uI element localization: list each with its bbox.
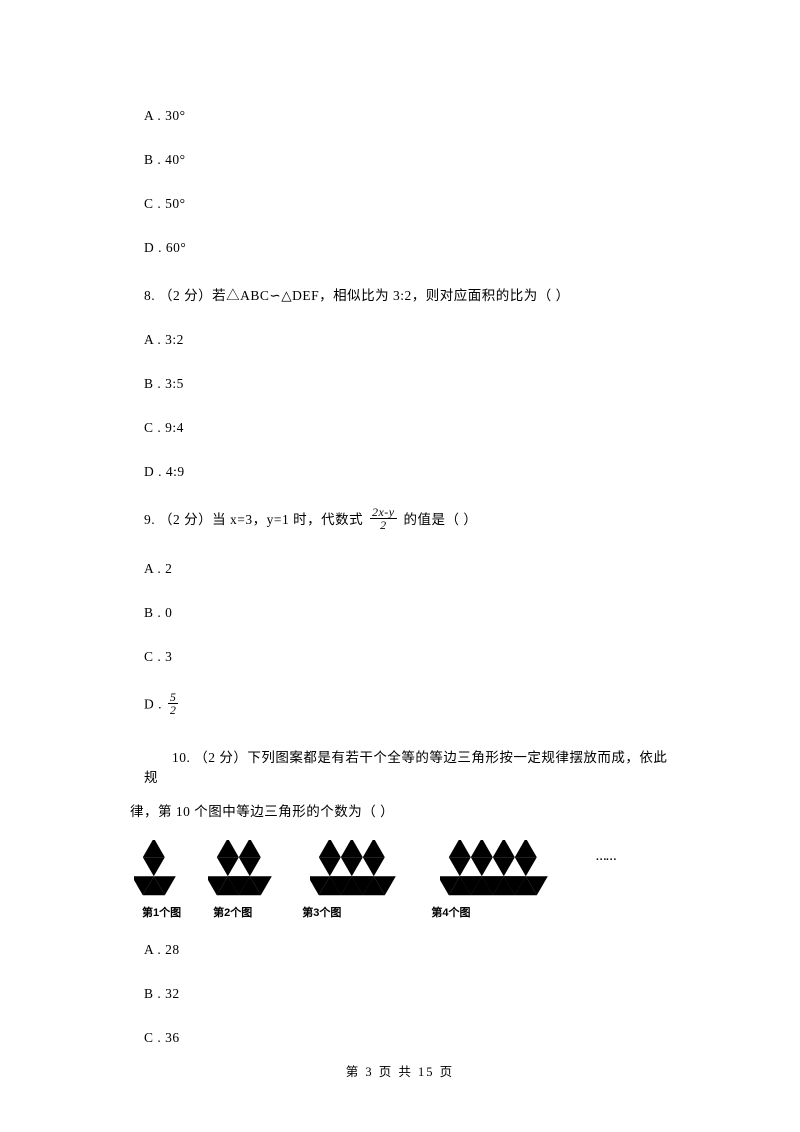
q8-option-c[interactable]: C . 9:4	[130, 420, 670, 436]
q10-option-c[interactable]: C . 36	[130, 1030, 670, 1046]
pattern-ellipsis: ……	[596, 851, 616, 887]
q10-figure: …… 第1个图 第2个图 第3个图 第4个图	[130, 840, 670, 919]
q9-option-a[interactable]: A . 2	[130, 561, 670, 577]
pattern-4-svg	[440, 840, 560, 897]
pattern-block-2	[208, 840, 284, 897]
q10-text-line2: 律，第 10 个图中等边三角形的个数为（ ）	[130, 800, 670, 820]
pattern-caption-2: 第2个图	[213, 904, 252, 920]
pattern-1-svg	[134, 840, 188, 897]
page-footer: 第 3 页 共 15 页	[0, 1061, 800, 1080]
q9-fraction: 2x-y 2	[370, 506, 397, 531]
pattern-block-4	[440, 840, 560, 897]
pattern-block-1	[134, 840, 188, 897]
q9-option-b[interactable]: B . 0	[130, 605, 670, 621]
q10-option-b[interactable]: B . 32	[130, 986, 670, 1002]
pattern-caption-4: 第4个图	[431, 904, 470, 920]
q7-option-d[interactable]: D . 60°	[130, 240, 670, 256]
q9-text: 9. （2 分）当 x=3，y=1 时，代数式 2x-y 2 的值是（ ）	[130, 508, 670, 533]
q9-suffix: 的值是（ ）	[404, 512, 478, 527]
q10-text-line1: 10. （2 分）下列图案都是有若干个全等的等边三角形按一定规律摆放而成，依此规	[130, 746, 670, 786]
q8-option-d[interactable]: D . 4:9	[130, 464, 670, 480]
q9-prefix: 9. （2 分）当 x=3，y=1 时，代数式	[144, 512, 363, 527]
q9-option-d-prefix: D .	[144, 697, 166, 712]
pattern-caption-3: 第3个图	[302, 904, 341, 920]
pattern-block-3	[310, 840, 408, 897]
pattern-caption-1: 第1个图	[142, 904, 181, 920]
q8-option-b[interactable]: B . 3:5	[130, 376, 670, 392]
q9-frac-den: 2	[370, 519, 397, 531]
pattern-2-svg	[208, 840, 284, 897]
q10-option-a[interactable]: A . 28	[130, 942, 670, 958]
q8-text: 8. （2 分）若△ABC∽△DEF，相似比为 3:2，则对应面积的比为（ ）	[130, 284, 670, 304]
q9-option-c[interactable]: C . 3	[130, 649, 670, 665]
q9d-frac-den: 2	[168, 704, 179, 716]
q7-option-c[interactable]: C . 50°	[130, 196, 670, 212]
q8-option-a[interactable]: A . 3:2	[130, 332, 670, 348]
q7-option-a[interactable]: A . 30°	[130, 108, 670, 124]
q9-option-d-fraction: 5 2	[168, 691, 179, 716]
pattern-3-svg	[310, 840, 408, 897]
q9-option-d[interactable]: D . 5 2	[130, 693, 670, 718]
q7-option-b[interactable]: B . 40°	[130, 152, 670, 168]
